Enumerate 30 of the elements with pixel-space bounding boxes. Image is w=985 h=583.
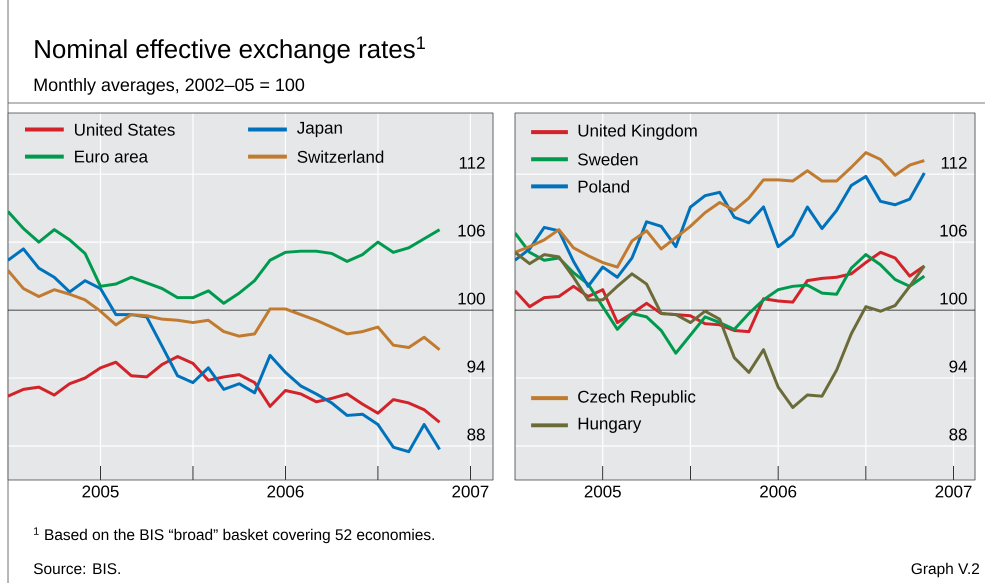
legend-label: Czech Republic <box>578 390 696 406</box>
y-tick-label: 112 <box>942 156 967 169</box>
y-tick-label: 106 <box>458 224 485 237</box>
y-tick-label: 106 <box>940 224 967 237</box>
x-tick-label: 2006 <box>760 486 796 498</box>
legend-label: United States <box>74 123 175 136</box>
x-tick-label: 2005 <box>584 486 621 498</box>
y-tick-label: 94 <box>467 360 485 373</box>
x-tick-label: 2007 <box>452 486 488 498</box>
legend-label: Switzerland <box>298 150 384 163</box>
y-tick-label: 94 <box>949 360 967 373</box>
y-tick-label: 88 <box>467 428 485 441</box>
legend-label: Sweden <box>578 153 638 166</box>
y-tick-label: 100 <box>458 292 485 305</box>
source-note: Source: BIS. <box>34 563 120 574</box>
text: $^{1}$ Based on the BIS “broad” basket covering 52 economies. <box>34 527 434 544</box>
legend-label: United Kingdom <box>578 124 697 140</box>
legend-label: Hungary <box>578 418 642 433</box>
legend-label: Japan <box>297 122 342 138</box>
x-tick-label: 2006 <box>267 486 304 498</box>
legend-label: Euro area <box>75 150 148 163</box>
chart-subtitle: Monthly averages, 2002–05 = 100 <box>34 78 304 95</box>
x-tick-label: 2005 <box>82 486 119 498</box>
y-tick-label: 100 <box>940 292 967 305</box>
x-tick-label: 2007 <box>936 486 972 498</box>
text: Graph V.2 <box>912 562 980 578</box>
y-tick-label: 88 <box>949 428 967 441</box>
legend-label: Poland <box>578 180 629 193</box>
y-tick-label: 112 <box>460 156 485 169</box>
chart-title: Nominal effective exchange rates$^{1}$ <box>35 36 425 64</box>
